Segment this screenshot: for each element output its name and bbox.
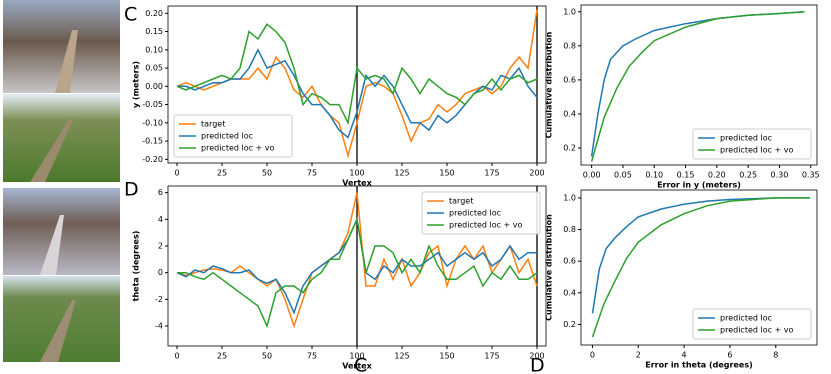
x-tick-label: 200: [529, 352, 544, 361]
x-axis-label: Error in theta (degrees): [645, 361, 753, 370]
x-tick-label: 0.05: [614, 171, 632, 180]
x-tick-label: 200: [529, 169, 544, 178]
y-tick-label: 4: [158, 215, 163, 224]
y-tick-label: 0.2: [563, 320, 576, 329]
legend-label: target: [201, 120, 225, 129]
x-tick-label: 100: [349, 169, 364, 178]
panel-label: C: [354, 355, 367, 374]
y-axis-label: theta (degrees): [132, 231, 141, 302]
photo-track: [40, 300, 76, 362]
y-tick-label: 0.15: [145, 27, 163, 36]
x-tick-label: 0.30: [771, 171, 789, 180]
y-tick-label: -4: [155, 322, 163, 331]
legend-label: predicted loc + vo: [201, 144, 275, 153]
legend-label: predicted loc + vo: [720, 326, 794, 335]
legend-label: target: [449, 197, 473, 206]
legend-box: [173, 114, 293, 158]
series-line: [591, 197, 811, 314]
x-tick-label: 0: [174, 169, 179, 178]
series-line: [177, 216, 538, 329]
x-tick-label: 0: [590, 351, 595, 360]
photo-track: [55, 30, 78, 93]
x-tick-label: 4: [682, 351, 687, 360]
x-tick-label: 175: [484, 352, 499, 361]
y-tick-label: -0.20: [142, 155, 163, 164]
series-line: [591, 197, 811, 338]
x-tick-label: 0.15: [677, 171, 695, 180]
series-line: [176, 192, 538, 329]
x-tick-label: 175: [484, 169, 499, 178]
x-tick-label: 75: [307, 169, 317, 178]
series-line: [590, 11, 805, 162]
x-tick-label: 125: [394, 169, 409, 178]
y-tick-label: -0.15: [142, 137, 163, 146]
y-tick-label: -2: [155, 295, 163, 304]
x-tick-label: 50: [262, 169, 272, 178]
x-tick-label: 50: [262, 352, 272, 361]
y-tick-label: -0.10: [142, 118, 163, 127]
photo-track: [30, 118, 74, 182]
x-tick-label: 125: [394, 352, 409, 361]
y-tick-label: 0.6: [563, 75, 576, 84]
y-tick-label: 0.20: [145, 9, 163, 18]
y-tick-label: 0.6: [563, 257, 576, 266]
plot-frame: [580, 4, 818, 166]
x-tick-label: 25: [217, 169, 227, 178]
legend-box: [421, 191, 541, 235]
panel-label: C: [124, 4, 137, 26]
legend-label: predicted loc: [449, 209, 501, 218]
x-tick-label: 75: [307, 352, 317, 361]
y-tick-label: 0.00: [145, 82, 163, 91]
x-axis-label: Vertex: [342, 179, 372, 188]
y-tick-label: 0: [158, 268, 163, 277]
y-axis-label: y (meters): [132, 61, 141, 108]
y-axis-label: Cumulative distribution: [545, 214, 554, 321]
x-tick-label: 6: [727, 351, 732, 360]
y-tick-label: 0.4: [563, 109, 576, 118]
x-tick-label: 0.25: [739, 171, 757, 180]
plot-frame: [580, 189, 818, 346]
y-tick-label: -0.05: [142, 100, 163, 109]
plot-frame: [167, 5, 547, 164]
y-tick-label: 0.4: [563, 288, 576, 297]
x-tick-label: 8: [773, 351, 778, 360]
legend-label: predicted loc: [720, 134, 772, 143]
legend-label: predicted loc + vo: [720, 146, 794, 155]
x-axis-label: Error in y (meters): [657, 181, 741, 190]
x-tick-label: 0: [174, 352, 179, 361]
x-tick-label: 0.10: [645, 171, 663, 180]
y-tick-label: 2: [158, 242, 163, 251]
y-tick-label: 1.0: [563, 7, 576, 16]
y-tick-label: 6: [158, 188, 163, 197]
x-tick-label: 2: [636, 351, 641, 360]
y-tick-label: 0.05: [145, 64, 163, 73]
x-tick-label: 150: [439, 169, 454, 178]
y-tick-label: 0.10: [145, 45, 163, 54]
x-tick-label: 25: [217, 352, 227, 361]
panel-label: D: [124, 179, 139, 201]
series-line: [176, 23, 538, 126]
y-tick-label: 1.0: [563, 193, 576, 202]
panel-label: D: [530, 355, 545, 374]
x-tick-label: 0.35: [802, 171, 820, 180]
legend-box: [692, 308, 812, 340]
x-tick-label: 150: [439, 352, 454, 361]
plot-frame: [167, 185, 547, 347]
photo-track: [40, 215, 64, 275]
x-tick-label: 100: [349, 352, 364, 361]
x-axis-label: Vertex: [342, 362, 372, 371]
x-tick-label: 0.00: [583, 171, 601, 180]
legend-label: predicted loc: [201, 132, 253, 141]
y-tick-label: 0.8: [563, 225, 576, 234]
legend-label: predicted loc: [720, 314, 772, 323]
x-tick-label: 0.20: [708, 171, 726, 180]
y-tick-label: 0.8: [563, 41, 576, 50]
legend-box: [692, 128, 812, 160]
series-line: [177, 48, 538, 139]
y-axis-label: Cumulative distribution: [545, 31, 554, 138]
y-tick-label: 0.2: [563, 143, 576, 152]
legend-label: predicted loc + vo: [449, 221, 523, 230]
